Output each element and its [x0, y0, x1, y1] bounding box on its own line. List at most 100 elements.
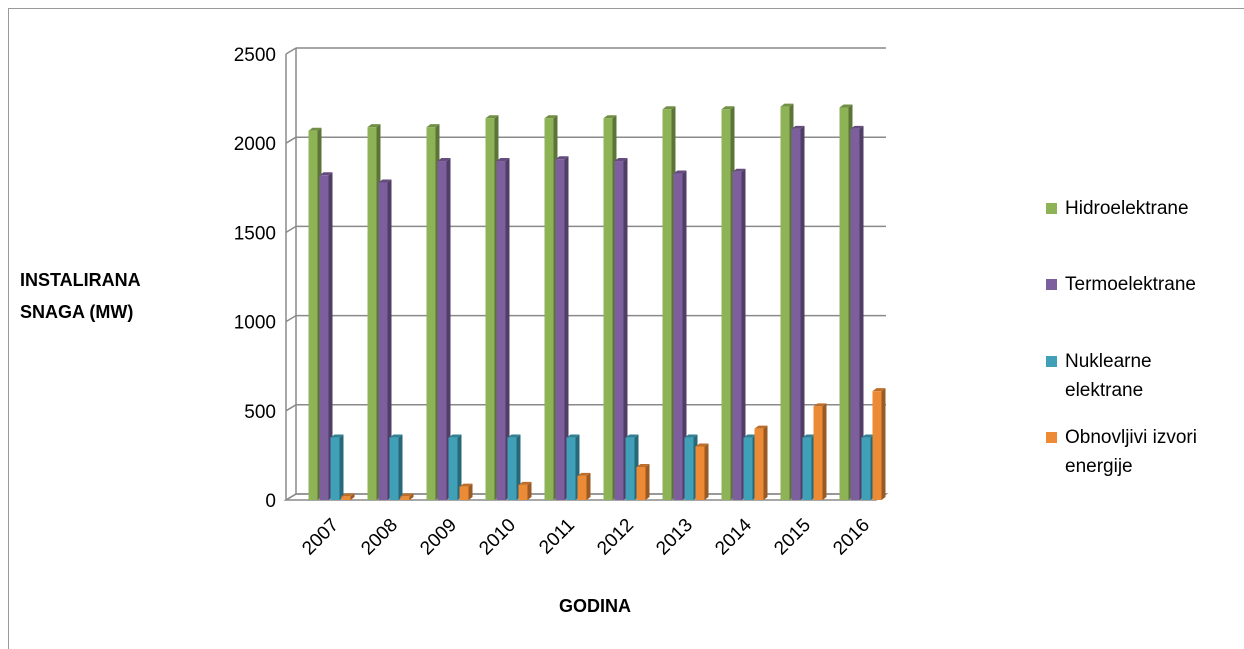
bar-top [496, 158, 510, 162]
bar-top [341, 493, 355, 497]
y-axis-label-line-2: SNAGA (MW) [20, 302, 133, 322]
bar-front [400, 496, 410, 500]
bar-side [800, 125, 805, 500]
y-tick-label: 1500 [234, 223, 276, 244]
legend-label: Termoelektrane [1065, 274, 1196, 295]
bar-top [732, 168, 746, 172]
y-tick-labels: 0 500 1000 1500 2000 2500 [234, 45, 276, 512]
bar-top [813, 403, 827, 407]
x-tick-label: 2011 [535, 515, 579, 559]
bar-side [586, 472, 591, 500]
bar-front [802, 437, 812, 500]
bar [341, 493, 355, 500]
bar-top [850, 125, 864, 129]
bar-top [566, 434, 580, 438]
bar-front [566, 437, 576, 500]
bar-side [704, 443, 709, 500]
bar-front [636, 466, 646, 500]
bar-front [496, 161, 506, 501]
legend-item: Hidroelektrane [1046, 198, 1189, 219]
bar-front [813, 406, 823, 500]
y-tick-label: 500 [244, 402, 276, 423]
bar [448, 434, 462, 500]
bars [308, 103, 886, 501]
bar-front [459, 486, 469, 500]
legend-label: Nuklearne [1065, 351, 1152, 372]
bar [555, 156, 569, 501]
bar [400, 493, 414, 500]
bar [389, 434, 403, 500]
bar-top [330, 434, 344, 438]
bar [850, 125, 864, 501]
gridline-side [285, 47, 297, 55]
bar-top [754, 425, 768, 429]
gridline-side [285, 225, 297, 234]
bar-front [341, 496, 351, 500]
bar-front [448, 437, 458, 500]
bar-front [695, 446, 705, 500]
bar-front [555, 159, 565, 501]
bar [507, 434, 521, 500]
bar-side [822, 403, 827, 500]
bar-side [468, 483, 473, 500]
gridline-side [285, 136, 297, 144]
bar-side [387, 179, 392, 500]
legend-item: Nuklearne elektrane [1046, 351, 1152, 401]
chart-frame [8, 8, 1244, 649]
bar-side [527, 481, 532, 500]
bar-top [872, 388, 886, 392]
bar-top [839, 104, 853, 108]
bar-side [682, 170, 687, 500]
legend-label: Obnovljivi izvori [1065, 427, 1197, 448]
bar-front [743, 437, 753, 500]
bar-top [485, 115, 499, 119]
legend-swatch [1046, 203, 1057, 214]
bar-front [850, 128, 860, 501]
bar-front [625, 437, 635, 500]
bar-front [662, 109, 672, 500]
gridline-side [285, 314, 297, 323]
bar-front [378, 182, 388, 500]
bar-top [389, 434, 403, 438]
bar-top [636, 463, 650, 467]
bar-front [684, 437, 694, 500]
y-axis-label-line-1: INSTALIRANA [20, 270, 141, 290]
bar-top [426, 124, 440, 128]
bar [518, 481, 532, 500]
bar-top [459, 483, 473, 487]
y-tick-label: 1000 [234, 313, 276, 334]
bar [754, 425, 768, 500]
x-tick-label: 2015 [770, 515, 815, 560]
bar-front [389, 437, 399, 500]
bar-side [505, 158, 510, 501]
bar-top [614, 158, 628, 162]
bar [636, 463, 650, 500]
legend-label: Hidroelektrane [1065, 198, 1189, 219]
bar-top [861, 434, 875, 438]
bar-front [437, 161, 447, 501]
bar-top [577, 472, 591, 476]
bar [791, 125, 805, 501]
y-tick-label: 0 [265, 491, 276, 512]
bar-front [367, 127, 377, 501]
x-tick-label: 2008 [357, 515, 402, 560]
bar-side [623, 158, 628, 501]
legend-swatch [1046, 279, 1057, 290]
legend-label: elektrane [1065, 380, 1143, 401]
bar-side [763, 425, 768, 500]
bar-front [308, 130, 318, 500]
x-tick-label: 2014 [711, 514, 756, 559]
legend-swatch [1046, 356, 1057, 367]
bar-top [400, 493, 414, 497]
bar [673, 170, 687, 500]
bar [437, 158, 451, 501]
bar-front [330, 437, 340, 500]
bar-front [861, 437, 871, 500]
bar-side [564, 156, 569, 501]
bar-front [544, 118, 554, 500]
bar-top [507, 434, 521, 438]
bar-top [544, 115, 558, 119]
bar-top [603, 115, 617, 119]
bar [695, 443, 709, 500]
x-tick-label: 2007 [298, 515, 343, 560]
